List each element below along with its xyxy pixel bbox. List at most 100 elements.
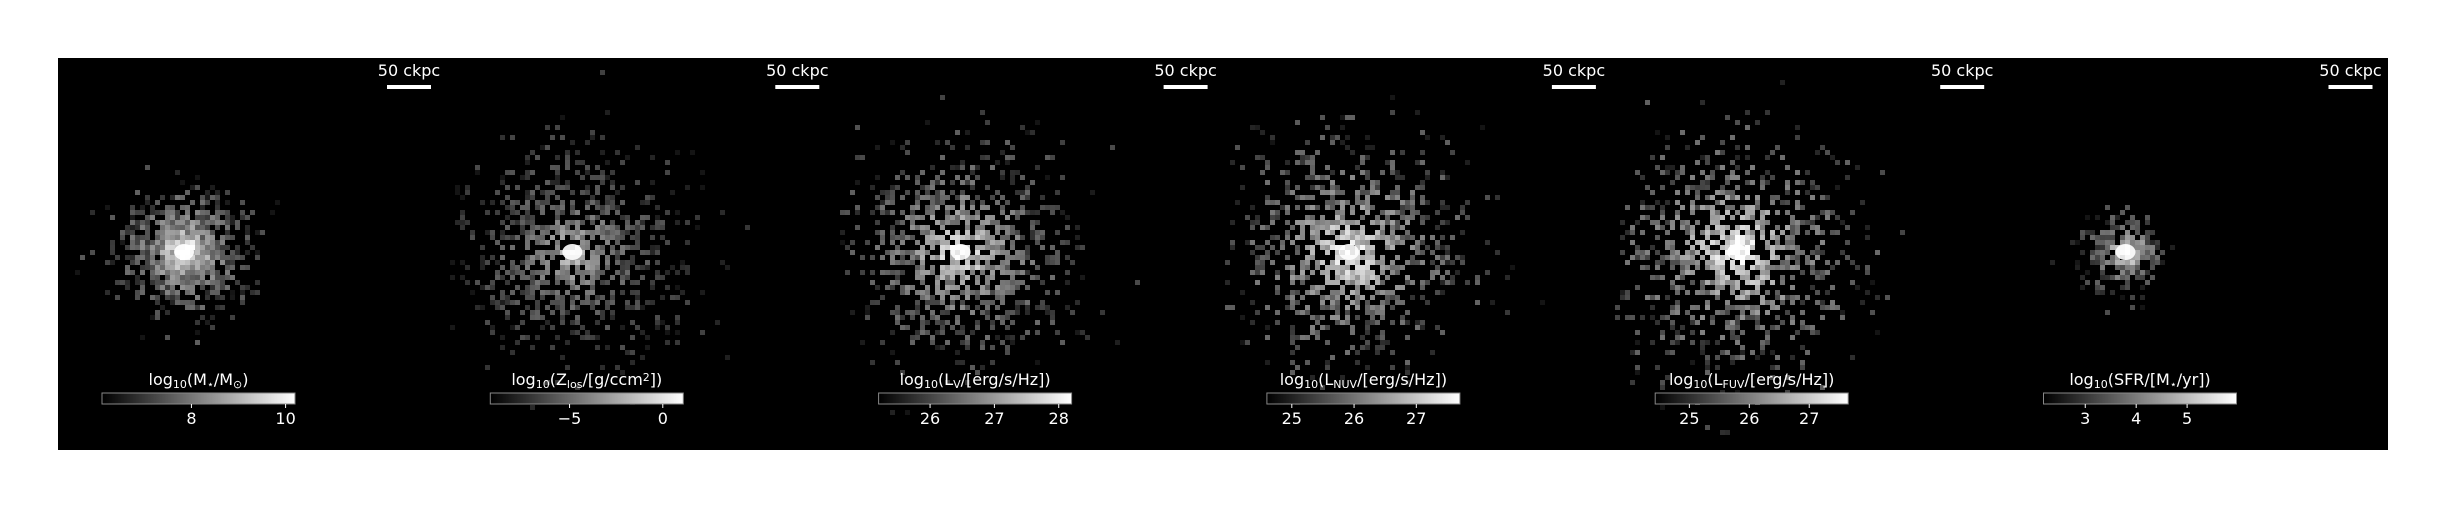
pixel [210, 195, 215, 200]
pixel [895, 235, 900, 240]
pixel [2110, 260, 2115, 265]
pixel [610, 180, 615, 185]
pixel [665, 285, 670, 290]
pixel [1715, 255, 1720, 260]
pixel [930, 210, 935, 215]
pixel [1395, 235, 1400, 240]
pixel [1340, 200, 1345, 205]
pixel [1725, 310, 1730, 315]
pixel [1040, 195, 1045, 200]
pixel [630, 260, 635, 265]
pixel [1295, 310, 1300, 315]
pixel [1475, 275, 1480, 280]
pixel [1700, 315, 1705, 320]
pixel [975, 305, 980, 310]
pixel [485, 285, 490, 290]
pixel [1695, 320, 1700, 325]
pixel [1355, 235, 1360, 240]
pixel [1705, 365, 1710, 370]
pixel [500, 175, 505, 180]
pixel [1240, 290, 1245, 295]
pixel [1700, 240, 1705, 245]
pixel [490, 230, 495, 235]
pixel [530, 225, 535, 230]
pixel [935, 320, 940, 325]
pixel [1670, 265, 1675, 270]
pixel [1770, 325, 1775, 330]
pixel [1635, 365, 1640, 370]
pixel [895, 250, 900, 255]
pixel [535, 155, 540, 160]
pixel [920, 260, 925, 265]
pixel [145, 255, 150, 260]
pixel [1015, 300, 1020, 305]
pixel [965, 210, 970, 215]
pixel [1000, 205, 1005, 210]
pixel [870, 360, 875, 365]
pixel [1725, 245, 1730, 250]
pixel [620, 270, 625, 275]
pixel [1330, 315, 1335, 320]
pixel [115, 280, 120, 285]
pixel [1810, 195, 1815, 200]
pixel [530, 255, 535, 260]
pixel [605, 210, 610, 215]
pixel [1390, 265, 1395, 270]
pixel [1770, 280, 1775, 285]
pixel [895, 280, 900, 285]
pixel [965, 220, 970, 225]
pixel [1270, 220, 1275, 225]
pixel [975, 280, 980, 285]
pixel [205, 295, 210, 300]
pixel [950, 275, 955, 280]
pixel [1755, 225, 1760, 230]
pixel [220, 285, 225, 290]
pixel [1695, 260, 1700, 265]
pixel [525, 245, 530, 250]
scale-bar-label: 50 ckpc [1543, 61, 1605, 80]
pixel [1265, 200, 1270, 205]
pixel [105, 290, 110, 295]
pixel [940, 295, 945, 300]
pixel [1705, 290, 1710, 295]
pixel [145, 200, 150, 205]
pixel [1370, 285, 1375, 290]
pixel [600, 180, 605, 185]
pixel [1340, 210, 1345, 215]
pixel [1390, 95, 1395, 100]
pixel [1725, 300, 1730, 305]
pixel [1710, 290, 1715, 295]
pixel [960, 195, 965, 200]
pixel [1720, 350, 1725, 355]
pixel [960, 265, 965, 270]
pixel [180, 235, 185, 240]
pixel [1005, 345, 1010, 350]
pixel [950, 205, 955, 210]
pixel [160, 260, 165, 265]
pixel [1700, 255, 1705, 260]
pixel [580, 300, 585, 305]
pixel [575, 210, 580, 215]
pixel [1400, 315, 1405, 320]
pixel [1505, 275, 1510, 280]
pixel [225, 245, 230, 250]
pixel [230, 295, 235, 300]
core [1727, 244, 1748, 260]
pixel [540, 190, 545, 195]
pixel [1830, 285, 1835, 290]
pixel [1300, 150, 1305, 155]
pixel [970, 180, 975, 185]
pixel [2130, 260, 2135, 265]
pixel [1400, 205, 1405, 210]
pixel [990, 290, 995, 295]
pixel [965, 340, 970, 345]
pixel [515, 285, 520, 290]
pixel [865, 240, 870, 245]
pixel [1345, 135, 1350, 140]
pixel [1330, 245, 1335, 250]
pixel [1330, 195, 1335, 200]
pixel [980, 290, 985, 295]
pixel [880, 210, 885, 215]
pixel [1430, 270, 1435, 275]
pixel [460, 275, 465, 280]
